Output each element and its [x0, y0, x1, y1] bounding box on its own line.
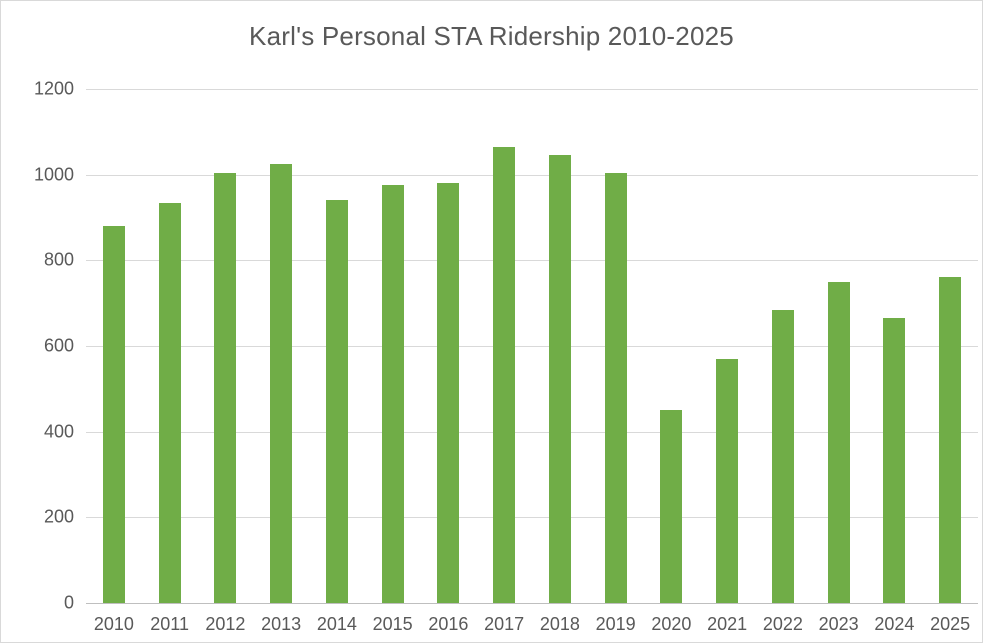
bar-2022 [771, 309, 794, 603]
bar-cell-2024 [867, 89, 923, 603]
bar-2015 [381, 185, 404, 603]
bar-cell-2014 [309, 89, 365, 603]
chart-title: Karl's Personal STA Ridership 2010-2025 [249, 21, 734, 51]
bar-2018 [548, 155, 571, 603]
x-axis-line [86, 603, 978, 604]
y-tick-label-0: 0 [63, 592, 74, 613]
x-tick-label-2025: 2025 [930, 613, 971, 634]
y-tick-label-600: 600 [43, 335, 74, 356]
x-tick-label-2020: 2020 [651, 613, 692, 634]
gridline-1000 [86, 174, 978, 176]
x-tick-label-2023: 2023 [818, 613, 859, 634]
bar-cell-2012 [198, 89, 254, 603]
x-tick-label-2024: 2024 [874, 613, 915, 634]
bar-cell-2010 [86, 89, 142, 603]
gridline-800 [86, 260, 978, 262]
bar-2013 [270, 163, 293, 603]
x-axis-labels: 2010 2011 2012 2013 2014 2015 2016 2017 2018 2019… [86, 605, 978, 642]
x-tick-label-2013: 2013 [261, 613, 302, 634]
bar-2014 [325, 200, 348, 603]
x-tick-label-2017: 2017 [484, 613, 525, 634]
y-tick-label-1000: 1000 [33, 164, 74, 185]
gridline-1200 [86, 89, 978, 90]
bar-cell-2011 [142, 89, 198, 603]
bar-cell-2017 [476, 89, 532, 603]
y-tick-label-1200: 1200 [33, 78, 74, 99]
bar-cell-2020 [644, 89, 700, 603]
bar-cell-2015 [365, 89, 421, 603]
bar-cell-2021 [699, 89, 755, 603]
x-tick-label-2021: 2021 [707, 613, 748, 634]
bar-cell-2018 [532, 89, 588, 603]
x-tick-label-2012: 2012 [205, 613, 246, 634]
bar-cell-2022 [755, 89, 811, 603]
x-tick-label-2015: 2015 [372, 613, 413, 634]
x-tick-label-2014: 2014 [316, 613, 357, 634]
bar-2010 [102, 226, 125, 603]
x-tick-label-2018: 2018 [539, 613, 580, 634]
y-tick-label-200: 200 [43, 506, 74, 527]
x-tick-label-2010: 2010 [93, 613, 134, 634]
bar-cell-2023 [811, 89, 867, 603]
gridline-600 [86, 346, 978, 347]
bar-cell-2016 [421, 89, 477, 603]
y-tick-label-800: 800 [43, 249, 74, 270]
bar-cell-2025 [922, 89, 978, 603]
bar-series [86, 89, 978, 603]
gridline-400 [86, 431, 978, 433]
gridline-200 [86, 517, 978, 519]
bar-2021 [716, 358, 739, 603]
bar-2011 [158, 202, 181, 603]
bar-cell-2019 [588, 89, 644, 603]
bar-2016 [437, 183, 460, 603]
bar-2024 [883, 318, 906, 603]
x-tick-label-2016: 2016 [428, 613, 469, 634]
bar-2019 [604, 172, 627, 603]
bar-2017 [493, 146, 516, 603]
x-tick-label-2022: 2022 [762, 613, 803, 634]
bar-cell-2013 [253, 89, 309, 603]
bar-2023 [827, 281, 850, 603]
y-axis-labels: 0 200 400 600 800 1000 1200 [26, 79, 74, 613]
x-tick-label-2011: 2011 [150, 613, 189, 634]
bar-2012 [214, 172, 237, 603]
bar-2025 [939, 277, 962, 603]
x-tick-label-2019: 2019 [595, 613, 636, 634]
plot-area [86, 89, 978, 604]
bar-2020 [660, 410, 683, 603]
y-tick-label-400: 400 [43, 421, 74, 442]
